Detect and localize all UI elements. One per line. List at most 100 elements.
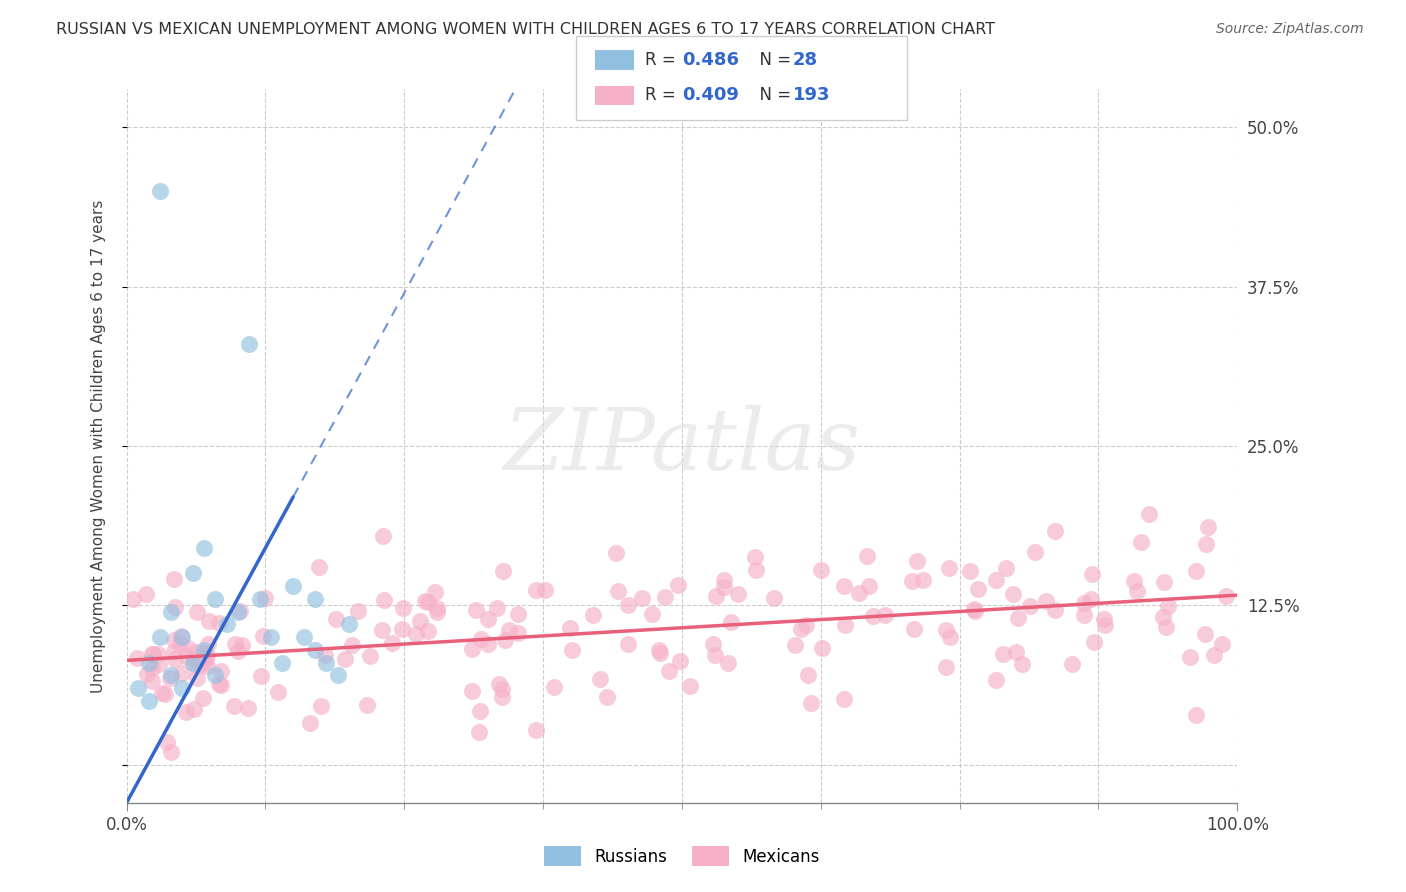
Point: [371, 528, 394, 542]
Point: [470, 704, 492, 718]
Point: [1194, 626, 1216, 640]
Point: [292, 630, 315, 644]
Point: [963, 604, 986, 618]
Point: [304, 591, 326, 606]
Point: [222, 699, 245, 714]
Point: [848, 586, 870, 600]
Point: [183, 653, 205, 667]
Point: [308, 559, 330, 574]
Point: [249, 669, 271, 683]
Point: [359, 649, 381, 664]
Text: R =: R =: [645, 51, 682, 69]
Point: [238, 337, 260, 351]
Point: [650, 646, 672, 660]
Point: [1156, 620, 1178, 634]
Point: [506, 626, 529, 640]
Point: [986, 574, 1008, 588]
Point: [141, 661, 163, 675]
Point: [986, 673, 1008, 687]
Point: [797, 667, 820, 681]
Point: [304, 643, 326, 657]
Point: [1130, 534, 1153, 549]
Point: [229, 604, 252, 618]
Point: [174, 705, 197, 719]
Point: [745, 563, 768, 577]
Point: [875, 607, 897, 622]
Point: [356, 698, 378, 712]
Point: [716, 657, 738, 671]
Point: [967, 582, 990, 596]
Point: [231, 638, 253, 652]
Point: [163, 632, 186, 647]
Point: [195, 648, 218, 662]
Point: [249, 591, 271, 606]
Point: [337, 617, 360, 632]
Point: [713, 573, 735, 587]
Point: [153, 687, 176, 701]
Point: [470, 632, 492, 646]
Point: [1043, 524, 1066, 538]
Point: [762, 591, 785, 605]
Point: [1060, 657, 1083, 671]
Point: [177, 641, 200, 656]
Point: [141, 673, 163, 688]
Text: N =: N =: [749, 51, 797, 69]
Point: [669, 655, 692, 669]
Point: [1073, 608, 1095, 623]
Point: [149, 630, 172, 644]
Point: [186, 605, 208, 619]
Point: [534, 583, 557, 598]
Point: [486, 601, 509, 615]
Point: [204, 668, 226, 682]
Point: [477, 637, 499, 651]
Text: ZIPatlas: ZIPatlas: [503, 405, 860, 487]
Point: [461, 641, 484, 656]
Text: 28: 28: [793, 51, 818, 69]
Point: [138, 694, 160, 708]
Text: R =: R =: [645, 87, 682, 104]
Point: [1011, 657, 1033, 671]
Point: [1073, 596, 1095, 610]
Point: [423, 584, 446, 599]
Point: [1083, 635, 1105, 649]
Point: [271, 656, 294, 670]
Point: [727, 587, 749, 601]
Point: [994, 561, 1017, 575]
Point: [1122, 574, 1144, 589]
Point: [1043, 602, 1066, 616]
Point: [524, 723, 547, 738]
Point: [1092, 612, 1115, 626]
Point: [1153, 574, 1175, 589]
Point: [790, 622, 813, 636]
Point: [1215, 589, 1237, 603]
Legend: Russians, Mexicans: Russians, Mexicans: [537, 839, 827, 873]
Point: [494, 632, 516, 647]
Point: [1002, 587, 1025, 601]
Point: [148, 647, 170, 661]
Point: [193, 646, 215, 660]
Point: [679, 679, 702, 693]
Point: [162, 572, 184, 586]
Point: [335, 652, 357, 666]
Point: [468, 725, 491, 739]
Point: [267, 685, 290, 699]
Point: [181, 656, 204, 670]
Point: [181, 566, 204, 581]
Point: [172, 666, 194, 681]
Point: [963, 602, 986, 616]
Point: [1137, 507, 1160, 521]
Point: [464, 603, 486, 617]
Point: [1081, 566, 1104, 581]
Point: [186, 671, 208, 685]
Point: [172, 681, 194, 695]
Point: [408, 614, 430, 628]
Point: [163, 645, 186, 659]
Point: [607, 584, 630, 599]
Point: [215, 617, 238, 632]
Point: [195, 652, 218, 666]
Point: [582, 608, 605, 623]
Text: 0.409: 0.409: [682, 87, 738, 104]
Point: [191, 690, 214, 705]
Point: [186, 659, 208, 673]
Point: [1007, 610, 1029, 624]
